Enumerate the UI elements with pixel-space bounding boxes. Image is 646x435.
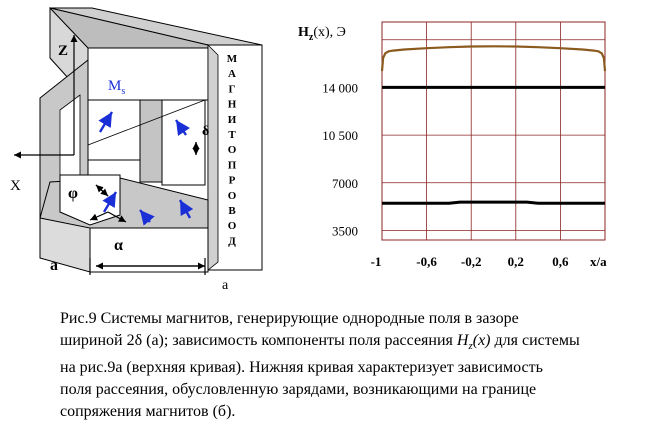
pole-pieces bbox=[87, 99, 206, 186]
magnetoprovod-letter: Т bbox=[228, 129, 236, 141]
y-tick-label: 3500 bbox=[332, 223, 358, 238]
label-a-left: а bbox=[50, 257, 58, 274]
caption-line-5: сопряжения магнитов (б). bbox=[60, 403, 236, 421]
label-delta: δ bbox=[202, 124, 209, 139]
coordinate-axes bbox=[14, 35, 206, 275]
chart-ylabel: Hz(x), Э bbox=[298, 25, 346, 43]
label-ms: Ms bbox=[108, 78, 125, 97]
chart-frame bbox=[381, 21, 606, 241]
magnetoprovod-letter: В bbox=[228, 205, 236, 217]
bottom-magnet bbox=[39, 174, 209, 273]
magnetoprovod-letter: О bbox=[228, 144, 237, 156]
label-a-bottom: а bbox=[222, 278, 229, 293]
magnetoprovod-letter: О bbox=[228, 190, 237, 202]
label-x: X bbox=[10, 178, 21, 194]
caption-line-3: на рис.9а (верхняя кривая). Нижняя крива… bbox=[60, 359, 543, 377]
y-tick-label: 14 000 bbox=[322, 80, 358, 95]
magnetoprovod-letter: Д bbox=[228, 235, 236, 247]
x-tick-label: 0,2 bbox=[508, 254, 524, 269]
chart-grid bbox=[381, 21, 606, 241]
series-line-0 bbox=[380, 45, 607, 72]
chart-y-ticks: 14 000 10 500 7000 3500 bbox=[322, 80, 358, 238]
magnetoprovod-letter: П bbox=[228, 159, 237, 171]
magnetoprovod-letter: Г bbox=[229, 83, 236, 95]
magnetoprovod-letter: Н bbox=[228, 99, 237, 111]
caption-line-4: поля рассеяния, обусловленную зарядами, … bbox=[60, 381, 537, 399]
chart-xlabel: x/a bbox=[590, 254, 607, 269]
magnetoprovod-letter: Р bbox=[229, 175, 236, 187]
chart-x-ticks: -1 -0,6 -0,2 0,2 0,6 bbox=[371, 254, 569, 269]
magnetoprovod-letter: И bbox=[228, 114, 237, 126]
magnetoprovod-letter: М bbox=[227, 53, 238, 65]
series-line-2 bbox=[382, 200, 605, 205]
label-z: Z bbox=[58, 43, 68, 59]
figure-caption: Рис.9 Системы магнитов, генерирующие одн… bbox=[60, 308, 620, 423]
x-tick-label: -1 bbox=[371, 254, 382, 269]
x-tick-label: -0,6 bbox=[416, 254, 437, 269]
label-phi: φ bbox=[68, 185, 78, 202]
chart-series bbox=[380, 45, 607, 205]
x-tick-label: 0,6 bbox=[552, 254, 569, 269]
y-tick-label: 10 500 bbox=[322, 128, 358, 143]
label-alpha: α bbox=[114, 237, 123, 254]
magnetic-core bbox=[207, 44, 263, 271]
magnetoprovod-letter: А bbox=[228, 68, 236, 80]
y-tick-label: 7000 bbox=[332, 176, 358, 191]
caption-line-1: Рис.9 Системы магнитов, генерирующие одн… bbox=[60, 310, 519, 327]
field-chart: Hz(x), Э 14 000 10 500 7000 3500 -1 -0,6 -0,2… bbox=[298, 21, 607, 269]
caption-line-2: шириной 2δ (а); зависимость компоненты п… bbox=[60, 332, 580, 353]
x-tick-label: -0,2 bbox=[461, 254, 482, 269]
magnetization-arrows bbox=[98, 111, 194, 226]
magnetoprovod-letter: О bbox=[228, 220, 237, 232]
top-magnet bbox=[49, 6, 263, 102]
